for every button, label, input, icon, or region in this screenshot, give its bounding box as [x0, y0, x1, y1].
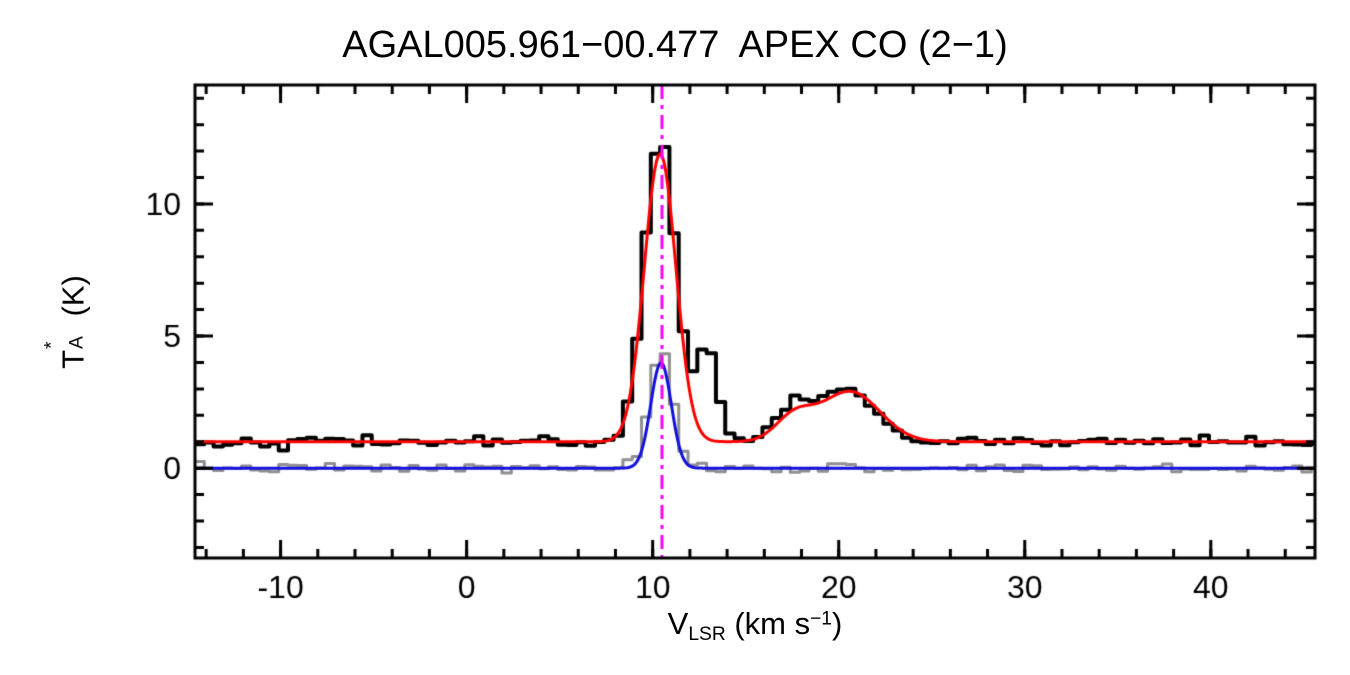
x-axis-label: VLSR (km s−1) [668, 606, 843, 646]
x-axis-label-unit: (km s [725, 606, 811, 641]
x-axis-label-superscript: −1 [810, 608, 832, 630]
y-axis-label: T * A (K) [42, 275, 92, 369]
y-axis-label-symbol: T [55, 349, 91, 369]
x-axis-label-symbol: V [667, 606, 689, 641]
y-axis-label-subscript: A [66, 336, 88, 349]
x-axis-label-close: ) [832, 606, 843, 641]
y-axis-label-superscript: * [41, 341, 63, 349]
y-axis-label-subsuper: * A [42, 325, 87, 350]
plot-title: AGAL005.961−00.477 APEX CO (2−1) [342, 24, 1008, 66]
y-axis-label-unit: (K) [55, 275, 91, 326]
x-axis-label-subscript: LSR [688, 623, 726, 645]
